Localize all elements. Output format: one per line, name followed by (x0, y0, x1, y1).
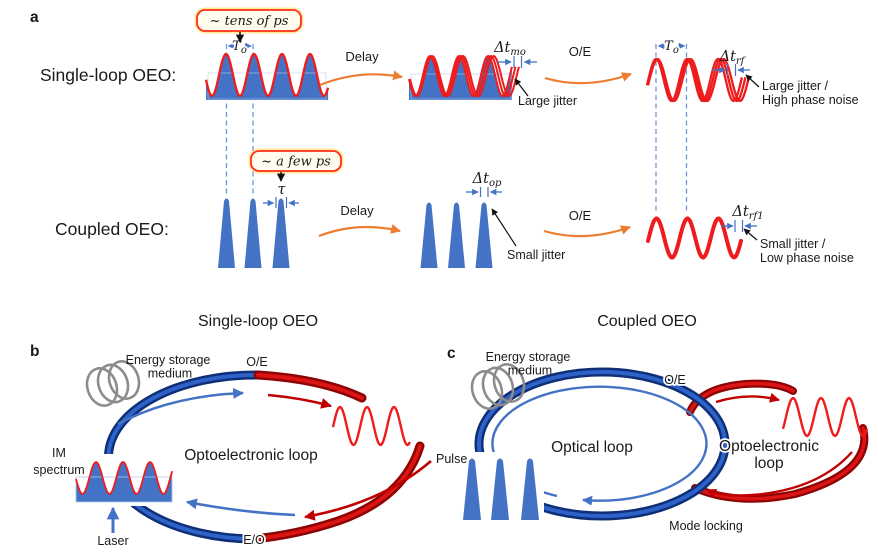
large-jitter-arrow (514, 78, 529, 97)
im-spectrum-wave (75, 461, 173, 503)
wave-trace (204, 52, 330, 98)
optical-loop-ring (474, 367, 730, 521)
pulse-train-optical (463, 458, 539, 520)
coil-ring (85, 367, 119, 407)
callout-box (196, 9, 302, 32)
fiber-coil-icon (470, 363, 526, 410)
oe2-label: O/E (569, 208, 592, 223)
panel-b-title: Single-loop OEO (198, 313, 318, 330)
red-ring-bottom-inner (693, 426, 867, 501)
flow-arrow-electrical-return (303, 460, 432, 521)
period-dashed-lines (225, 44, 688, 214)
large-jitter-hpn-line2: High phase noise (762, 93, 859, 107)
coil-ring (470, 370, 504, 410)
period-label: To (664, 39, 679, 56)
delay2-arrow (318, 224, 401, 238)
oe1-label: O/E (569, 44, 592, 59)
dt-rf-label: Δtrf (719, 49, 747, 67)
flow-arrow-optical (117, 387, 245, 426)
waveform-rf-jitter (645, 57, 750, 103)
energy-storage-line2: medium (508, 364, 552, 378)
callout-box (250, 150, 342, 172)
panel-b: Single-loop OEO b IM spectrum Laser (30, 313, 432, 549)
pulse-label: Pulse (436, 452, 467, 466)
dt-op-label: Δtop (472, 171, 502, 189)
panel-c: Coupled OEO c Pulse Energy sto (434, 313, 869, 535)
loop-label: Optoelectronic loop (184, 447, 318, 464)
rf-output-sine (781, 396, 869, 438)
dt-rf1-label: Δtrf1 (731, 204, 763, 222)
pulse-train-source (218, 198, 290, 268)
coil-ring (492, 363, 526, 403)
tau-label: τ (277, 182, 286, 198)
large-jitter-hpn-line1: Large jitter / (762, 79, 829, 93)
flow-arrow-to-modulator (185, 498, 296, 517)
oe-loop-label-line1: Optoelectronic (719, 438, 819, 455)
mode-locking-label: Mode locking (669, 519, 743, 533)
oe1-arrow (544, 72, 632, 85)
im-label-line1: IM (52, 446, 66, 460)
laser-label: Laser (97, 534, 128, 548)
dt-mo-label: Δtmo (493, 40, 526, 58)
dt-rf1-measure: Δtrf1 (721, 204, 764, 232)
waveform-rf-clean (646, 216, 743, 260)
ring-blue-inner (477, 370, 727, 518)
flow-arrow-electrical-out (267, 393, 333, 409)
oe-converter-label: O/E (664, 373, 686, 387)
fiber-coil-icon (85, 360, 141, 407)
row2-label: Coupled OEO: (55, 219, 169, 239)
delay1-label: Delay (345, 49, 379, 64)
optical-loop-label: Optical loop (551, 439, 633, 456)
callout-text: ~ tens of ps (210, 14, 289, 29)
wave-trace-jitter (409, 54, 520, 98)
dt-op-measure: Δtop (466, 171, 502, 197)
small-jitter-arrow (491, 208, 517, 247)
ring-red-bottom-inner (251, 444, 422, 541)
wave-trace (75, 461, 173, 496)
panel-a-tag: a (30, 9, 39, 26)
dt-rf-measure: Δtrf (712, 49, 750, 76)
pulse-train-delayed (420, 202, 493, 268)
im-label-line2: spectrum (33, 463, 84, 477)
coil-ring (481, 366, 515, 407)
energy-storage-line2: medium (148, 367, 192, 381)
coil-ring (96, 363, 130, 404)
callout-few-ps: ~ a few ps (248, 148, 344, 182)
waveform-delayed-jitter (408, 54, 520, 100)
wave-fill (76, 462, 173, 502)
oe-converter-label: O/E (246, 355, 268, 369)
ring-red-top-inner (256, 373, 364, 400)
flow-arrow-to-rf (715, 392, 780, 404)
rf-output-sine (331, 405, 412, 447)
wave-trace-jitter (646, 57, 750, 103)
callout-tens-of-ps: ~ tens of ps (194, 7, 304, 43)
to-measure-right: To (657, 37, 686, 58)
callout-text: ~ a few ps (261, 155, 331, 170)
delay1-arrow (319, 70, 403, 87)
waveform-single-loop-source (204, 52, 330, 100)
coil-ring (107, 360, 141, 400)
delay2-label: Delay (340, 203, 374, 218)
tau-measure: τ (263, 182, 299, 208)
eo-converter-label: E/O (243, 533, 265, 547)
oe2-arrow (543, 225, 631, 238)
small-jitter-lpn-line2: Low phase noise (760, 251, 854, 265)
small-jitter-lpn-arrow (743, 228, 758, 241)
flow-arrow-mode-locking (706, 451, 853, 499)
panel-a: a Single-loop OEO: To ~ tens of ps (30, 7, 859, 268)
dt-mo-measure: Δtmo (493, 40, 537, 68)
large-jitter-label: Large jitter (518, 94, 577, 108)
energy-storage-line1: Energy storage (126, 353, 211, 367)
oe-loop-label-line2: loop (754, 455, 783, 472)
row1-label: Single-loop OEO: (40, 65, 176, 85)
small-jitter-lpn-line1: Small jitter / (760, 237, 826, 251)
small-jitter-label: Small jitter (507, 248, 565, 262)
panel-c-title: Coupled OEO (597, 313, 697, 330)
wave-grid (75, 476, 173, 503)
panel-c-tag: c (447, 345, 456, 362)
energy-storage-line1: Energy storage (486, 350, 571, 364)
large-jitter-hpn-arrow (745, 74, 760, 88)
panel-b-tag: b (30, 343, 39, 360)
